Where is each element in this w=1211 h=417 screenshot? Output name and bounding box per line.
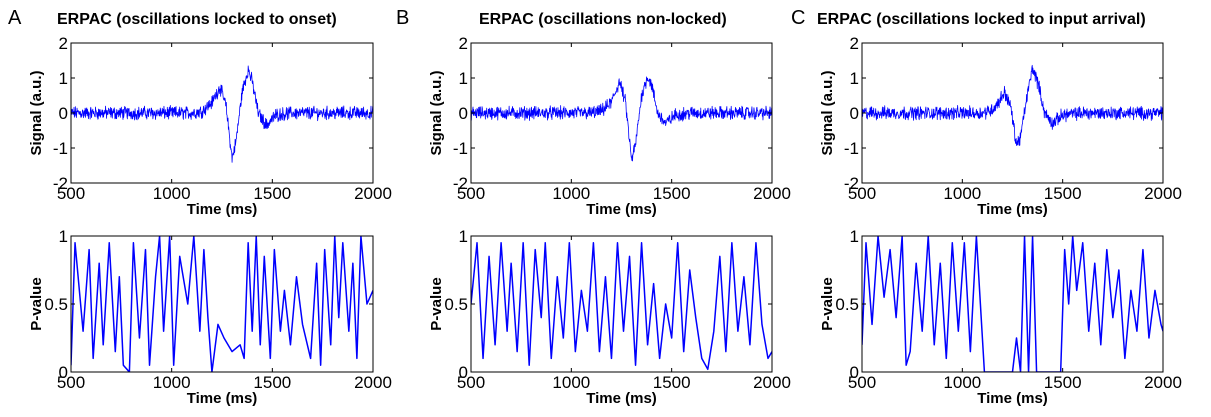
plot-b-pvalue-series-line bbox=[471, 242, 772, 371]
plot-a-signal-xtick-label: 500 bbox=[57, 184, 85, 203]
plot-c-signal-xtick-label: 1000 bbox=[943, 184, 981, 203]
panel-title-a: ERPAC (oscillations locked to onset) bbox=[57, 11, 337, 28]
plot-a-pvalue-xtick-label: 1000 bbox=[153, 373, 191, 392]
plot-b-pvalue-xtick-label: 2000 bbox=[753, 373, 791, 392]
plot-c-pvalue-background bbox=[862, 236, 1163, 372]
panel-letter-a: A bbox=[8, 7, 22, 29]
plot-b-signal: 500 1000 1500 2000 -2 -1 0 1 2 Time (ms) Signal (a… bbox=[428, 34, 791, 218]
plot-c-signal-ytick-label: -2 bbox=[844, 174, 859, 193]
plot-b-pvalue-ytick-label: 1 bbox=[459, 227, 468, 246]
plot-c-signal-xlabel: Time (ms) bbox=[977, 201, 1048, 218]
plot-a-signal-ytick-label: -2 bbox=[53, 174, 68, 193]
plot-b-pvalue-xtick-label: 500 bbox=[457, 373, 485, 392]
plot-c-signal-ytick-label: 2 bbox=[850, 34, 859, 53]
panel-letter-b: B bbox=[396, 7, 409, 29]
plot-c-signal-ylabel: Signal (a.u.) bbox=[819, 70, 836, 155]
plot-b-pvalue-ylabel: P-value bbox=[428, 277, 445, 330]
plot-b-signal-ytick-label: 0 bbox=[459, 104, 468, 123]
plot-b-signal-ytick-label: -2 bbox=[453, 174, 468, 193]
panel-title-c: ERPAC (oscillations locked to input arri… bbox=[817, 11, 1146, 28]
plot-c-pvalue-xtick-label: 1500 bbox=[1044, 373, 1082, 392]
plot-a-signal-ylabel: Signal (a.u.) bbox=[28, 70, 45, 155]
plot-b-signal-series-line bbox=[471, 76, 772, 162]
plot-c-pvalue-xtick-label: 500 bbox=[848, 373, 876, 392]
plot-b-signal-ytick-label: 1 bbox=[459, 69, 468, 88]
plot-c-pvalue-xtick-label: 2000 bbox=[1144, 373, 1182, 392]
plot-b-pvalue-ytick-label: 0 bbox=[459, 363, 468, 382]
panel-title-b: ERPAC (oscillations non-locked) bbox=[479, 11, 727, 28]
panel-letter-c: C bbox=[791, 7, 805, 29]
plot-c-signal-xtick-label: 500 bbox=[848, 184, 876, 203]
plot-a-signal-xtick-label: 2000 bbox=[354, 184, 392, 203]
plot-b-pvalue-xlabel: Time (ms) bbox=[586, 390, 657, 407]
plot-a-pvalue-ytick-label: 0 bbox=[59, 363, 68, 382]
plot-c-signal-ytick-label: 0 bbox=[850, 104, 859, 123]
panel-b-header: B ERPAC (oscillations non-locked) bbox=[396, 7, 727, 29]
plot-b-signal-ylabel: Signal (a.u.) bbox=[428, 70, 445, 155]
plot-c-signal-xtick-label: 1500 bbox=[1044, 184, 1082, 203]
plot-a-signal-ytick-label: 0 bbox=[59, 104, 68, 123]
plot-c-pvalue-ylabel: P-value bbox=[819, 277, 836, 330]
plot-b-pvalue: 500 1000 1500 2000 0 0.5 1 Time (ms) P-value bbox=[428, 227, 791, 407]
plot-a-signal-xtick-label: 1500 bbox=[253, 184, 291, 203]
plot-c-pvalue-ytick-label: 0 bbox=[850, 363, 859, 382]
plot-b-signal-xtick-label: 1000 bbox=[552, 184, 590, 203]
plot-b-signal-xlabel: Time (ms) bbox=[586, 201, 657, 218]
plot-c-pvalue-xlabel: Time (ms) bbox=[977, 390, 1048, 407]
plot-c-signal-xtick-label: 2000 bbox=[1144, 184, 1182, 203]
plot-a-pvalue-xtick-label: 2000 bbox=[354, 373, 392, 392]
plot-a-pvalue-ylabel: P-value bbox=[28, 277, 45, 330]
plot-a-pvalue-ytick-label: 0.5 bbox=[44, 295, 68, 314]
panel-c-header: C ERPAC (oscillations locked to input ar… bbox=[791, 7, 1146, 29]
plot-a-pvalue-xtick-label: 1500 bbox=[253, 373, 291, 392]
plot-c-signal: 500 1000 1500 2000 -2 -1 0 1 2 Time (ms) Signal (a… bbox=[819, 34, 1182, 218]
plot-a-pvalue-xtick-label: 500 bbox=[57, 373, 85, 392]
plot-b-pvalue-xtick-label: 1000 bbox=[552, 373, 590, 392]
plot-b-signal-xtick-label: 1500 bbox=[653, 184, 691, 203]
plot-b-signal-ytick-label: -1 bbox=[453, 139, 468, 158]
plot-a-pvalue-ytick-label: 1 bbox=[59, 227, 68, 246]
plot-b-signal-xtick-label: 500 bbox=[457, 184, 485, 203]
panel-a-header: A ERPAC (oscillations locked to onset) bbox=[8, 7, 337, 29]
plot-b-pvalue-xtick-label: 1500 bbox=[653, 373, 691, 392]
plot-a-pvalue-series-line bbox=[71, 236, 373, 372]
plot-a-signal-xlabel: Time (ms) bbox=[187, 201, 258, 218]
plot-b-signal-ytick-label: 2 bbox=[459, 34, 468, 53]
plot-c-signal-ytick-label: 1 bbox=[850, 69, 859, 88]
plot-a-signal-xtick-label: 1000 bbox=[153, 184, 191, 203]
plot-c-signal-series-line bbox=[862, 64, 1163, 146]
plot-c-pvalue-xtick-label: 1000 bbox=[943, 373, 981, 392]
plot-a-signal-ytick-label: -1 bbox=[53, 139, 68, 158]
plot-b-pvalue-ytick-label: 0.5 bbox=[444, 295, 468, 314]
plot-b-signal-xtick-label: 2000 bbox=[753, 184, 791, 203]
plot-a-signal: 500 1000 1500 2000 -2 -1 0 1 2 Time (ms) Signal (a… bbox=[28, 34, 392, 218]
plot-c-pvalue: 500 1000 1500 2000 0 0.5 1 Time (ms) P-value bbox=[819, 227, 1182, 407]
plot-a-pvalue: 500 1000 1500 2000 0 0.5 1 Time (ms) P-value bbox=[28, 227, 392, 407]
plot-c-pvalue-series-line bbox=[862, 236, 1163, 372]
plot-a-signal-ytick-label: 2 bbox=[59, 34, 68, 53]
plot-a-signal-ytick-label: 1 bbox=[59, 69, 68, 88]
plot-c-pvalue-ytick-label: 1 bbox=[850, 227, 859, 246]
plot-c-pvalue-ytick-label: 0.5 bbox=[835, 295, 859, 314]
plot-a-pvalue-xlabel: Time (ms) bbox=[187, 390, 258, 407]
plot-a-signal-series-line bbox=[71, 65, 373, 163]
plot-c-signal-ytick-label: -1 bbox=[844, 139, 859, 158]
